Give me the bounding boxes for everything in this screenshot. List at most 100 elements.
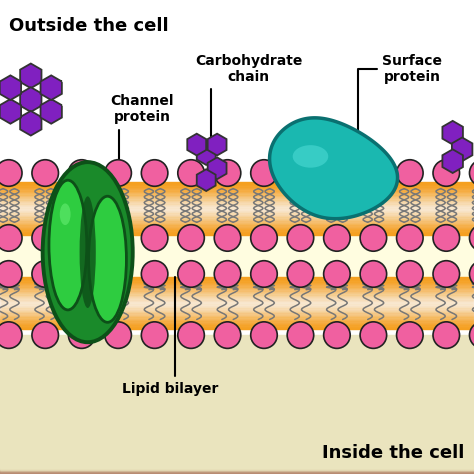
Bar: [0, 286, 474, 320]
Bar: [0, 294, 474, 312]
Bar: [0, 411, 474, 470]
Circle shape: [68, 322, 95, 348]
Circle shape: [251, 160, 277, 186]
Bar: [0, 301, 474, 306]
Bar: [0, 290, 474, 317]
Bar: [0, 460, 474, 471]
Bar: [0, 392, 474, 470]
Circle shape: [178, 261, 204, 287]
Circle shape: [324, 160, 350, 186]
Bar: [0, 414, 474, 470]
Bar: [0, 184, 474, 233]
Polygon shape: [197, 169, 216, 191]
Circle shape: [105, 261, 131, 287]
Bar: [0, 383, 474, 469]
Text: Surface
protein: Surface protein: [358, 54, 442, 146]
Bar: [0, 406, 474, 470]
Circle shape: [32, 225, 58, 251]
Circle shape: [360, 261, 387, 287]
Bar: [0, 283, 474, 324]
Circle shape: [214, 261, 241, 287]
Bar: [0, 205, 474, 212]
Bar: [0, 454, 474, 471]
Bar: [0, 465, 474, 471]
Circle shape: [214, 322, 241, 348]
Circle shape: [178, 160, 204, 186]
Bar: [0, 463, 474, 471]
Bar: [0, 186, 474, 231]
Bar: [0, 397, 474, 470]
Bar: [0, 285, 474, 322]
Bar: [0, 389, 474, 469]
Circle shape: [68, 160, 95, 186]
Polygon shape: [208, 134, 227, 155]
Bar: [0, 202, 474, 215]
Circle shape: [433, 225, 460, 251]
Bar: [0, 446, 474, 471]
Circle shape: [105, 225, 131, 251]
Bar: [0, 292, 474, 315]
Bar: [0, 297, 474, 310]
Bar: [0, 289, 474, 318]
Bar: [0, 471, 474, 474]
Bar: [0, 360, 474, 469]
Bar: [0, 457, 474, 471]
Bar: [0, 193, 474, 224]
Circle shape: [105, 322, 131, 348]
Circle shape: [360, 160, 387, 186]
Circle shape: [0, 225, 22, 251]
Polygon shape: [197, 143, 216, 165]
Circle shape: [433, 322, 460, 348]
Bar: [0, 197, 474, 220]
Bar: [0, 346, 474, 469]
Circle shape: [178, 225, 204, 251]
Bar: [0, 431, 474, 470]
Circle shape: [105, 160, 131, 186]
Polygon shape: [270, 118, 398, 219]
Circle shape: [251, 261, 277, 287]
Bar: [0, 380, 474, 469]
Bar: [0, 403, 474, 470]
Circle shape: [397, 322, 423, 348]
Bar: [0, 206, 474, 211]
Bar: [0, 400, 474, 470]
Bar: [0, 337, 474, 468]
Circle shape: [324, 322, 350, 348]
Bar: [0, 434, 474, 470]
Circle shape: [214, 225, 241, 251]
Circle shape: [251, 322, 277, 348]
Circle shape: [287, 261, 314, 287]
Circle shape: [141, 225, 168, 251]
Polygon shape: [40, 99, 62, 124]
Text: Lipid bilayer: Lipid bilayer: [122, 277, 219, 396]
Circle shape: [469, 322, 474, 348]
Circle shape: [0, 160, 22, 186]
Ellipse shape: [49, 180, 87, 310]
Circle shape: [32, 322, 58, 348]
Bar: [0, 437, 474, 470]
Bar: [0, 189, 474, 228]
Bar: [0, 200, 474, 218]
Bar: [0, 468, 474, 471]
Bar: [0, 372, 474, 469]
Bar: [0, 191, 474, 226]
Circle shape: [360, 322, 387, 348]
Bar: [0, 343, 474, 468]
Bar: [0, 296, 474, 311]
Bar: [0, 280, 474, 327]
Circle shape: [287, 160, 314, 186]
Circle shape: [251, 225, 277, 251]
Bar: [0, 207, 474, 210]
Bar: [0, 279, 474, 328]
Circle shape: [32, 261, 58, 287]
Polygon shape: [20, 111, 42, 136]
Circle shape: [141, 160, 168, 186]
Bar: [0, 426, 474, 470]
Text: Channel
protein: Channel protein: [110, 94, 174, 199]
Polygon shape: [452, 137, 473, 161]
Circle shape: [68, 225, 95, 251]
Bar: [0, 386, 474, 469]
Text: Outside the cell: Outside the cell: [9, 17, 169, 35]
Bar: [0, 300, 474, 307]
Circle shape: [287, 225, 314, 251]
